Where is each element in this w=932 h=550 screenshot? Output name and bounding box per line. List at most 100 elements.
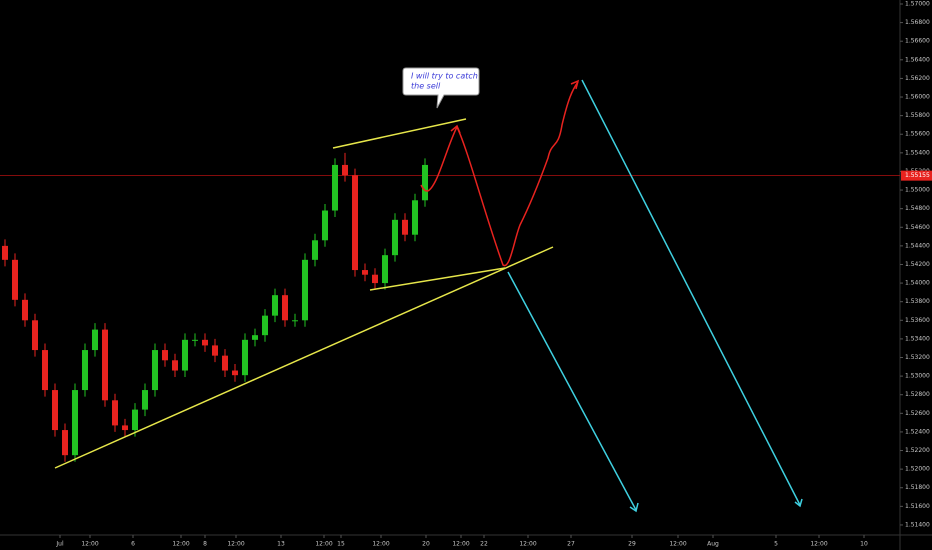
- y-tick-label: 1.56600: [905, 38, 930, 45]
- x-tick-label: 12:00: [227, 541, 244, 548]
- arrowhead: [629, 502, 639, 513]
- x-tick-label: 12:00: [669, 541, 686, 548]
- candle-body: [52, 390, 58, 431]
- x-tick-label: 22: [480, 541, 488, 548]
- last-price-box: [901, 170, 932, 181]
- candle-body: [222, 355, 228, 371]
- candle-body: [282, 295, 288, 321]
- candle-body: [352, 175, 358, 271]
- y-tick-label: 1.51800: [905, 484, 930, 491]
- candle-body: [82, 350, 88, 391]
- annotation-text: the sell: [411, 82, 441, 91]
- candle-body: [12, 259, 18, 300]
- callout-box: [402, 67, 480, 109]
- support-trendline: [54, 246, 554, 469]
- x-tick-label: 12:00: [519, 541, 536, 548]
- y-tick-label: 1.52800: [905, 391, 930, 398]
- x-tick-label: 15: [337, 541, 345, 548]
- y-tick-label: 1.53200: [905, 354, 930, 361]
- y-tick-label: 1.56800: [905, 19, 930, 26]
- x-tick-label: 12:00: [315, 541, 332, 548]
- x-tick-label: 13: [277, 541, 285, 548]
- y-tick-label: 1.54400: [905, 242, 930, 249]
- y-tick-label: 1.53400: [905, 335, 930, 342]
- x-tick-label: 12:00: [452, 541, 469, 548]
- x-tick-label: 20: [422, 541, 430, 548]
- x-tick-label: 6: [131, 541, 135, 548]
- candle-body: [192, 339, 198, 341]
- x-tick-label: 12:00: [81, 541, 98, 548]
- y-tick-label: 1.51600: [905, 503, 930, 510]
- x-tick-label: 5: [774, 541, 778, 548]
- y-tick-label: 1.52200: [905, 447, 930, 454]
- x-tick-label: 12:00: [372, 541, 389, 548]
- y-tick-label: 1.51400: [905, 521, 930, 528]
- candle-body: [302, 259, 308, 321]
- x-tick-label: Jul: [55, 541, 64, 548]
- y-tick-label: 1.54200: [905, 261, 930, 268]
- y-tick-label: 1.55600: [905, 131, 930, 138]
- candle-body: [382, 255, 388, 284]
- y-tick-label: 1.53600: [905, 317, 930, 324]
- candles: [2, 152, 428, 462]
- x-tick-label: 29: [628, 541, 636, 548]
- projection-path: [420, 81, 579, 267]
- candle-body: [22, 299, 28, 321]
- x-tick-label: Aug: [707, 541, 719, 548]
- y-tick-label: 1.57000: [905, 1, 930, 8]
- last-price-label: 1.55155: [905, 172, 930, 179]
- candle-body: [172, 360, 178, 371]
- candle-body: [362, 270, 368, 275]
- candle-body: [372, 274, 378, 284]
- y-tick-label: 1.53800: [905, 298, 930, 305]
- candle-body: [162, 350, 168, 361]
- candle-body: [2, 245, 8, 260]
- arrowhead: [794, 498, 803, 508]
- target-arrow: [507, 271, 637, 511]
- candle-body: [392, 219, 398, 256]
- candle-body: [72, 390, 78, 456]
- arrowhead: [570, 79, 580, 90]
- candle-body: [202, 339, 208, 346]
- candle-body: [152, 350, 158, 391]
- y-tick-label: 1.54000: [905, 280, 930, 287]
- y-tick-label: 1.52000: [905, 466, 930, 473]
- x-tick-label: 12:00: [172, 541, 189, 548]
- candle-body: [342, 164, 348, 176]
- candle-body: [332, 164, 338, 211]
- lower-channel-line: [369, 267, 506, 291]
- y-tick-label: 1.52600: [905, 410, 930, 417]
- x-tick-label: 8: [203, 541, 207, 548]
- candle-body: [132, 409, 138, 431]
- candle-body: [102, 329, 108, 401]
- candle-body: [232, 370, 238, 376]
- candle-body: [212, 345, 218, 356]
- candle-body: [312, 240, 318, 260]
- annotation-text: I will try to catch: [411, 72, 478, 81]
- candle-body: [272, 295, 278, 316]
- x-tick-label: 10: [860, 541, 868, 548]
- drawings: [54, 79, 803, 513]
- candle-body: [182, 339, 188, 371]
- arrowhead: [450, 124, 461, 134]
- candle-body: [322, 210, 328, 241]
- candle-body: [412, 200, 418, 235]
- callout: I will try to catch the sell: [402, 67, 480, 109]
- candle-body: [112, 400, 118, 426]
- candle-body: [62, 430, 68, 456]
- target-arrow: [581, 79, 801, 506]
- candle-body: [92, 329, 98, 351]
- candle-body: [42, 350, 48, 391]
- candle-body: [422, 164, 428, 201]
- candle-body: [122, 425, 128, 431]
- y-tick-label: 1.55800: [905, 112, 930, 119]
- candle-body: [142, 390, 148, 410]
- y-tick-label: 1.56400: [905, 56, 930, 63]
- candle-body: [252, 335, 258, 340]
- candle-body: [32, 320, 38, 351]
- upper-channel-line: [332, 118, 467, 149]
- y-tick-label: 1.56200: [905, 75, 930, 82]
- y-tick-label: 1.55000: [905, 187, 930, 194]
- x-tick-label: 27: [567, 541, 575, 548]
